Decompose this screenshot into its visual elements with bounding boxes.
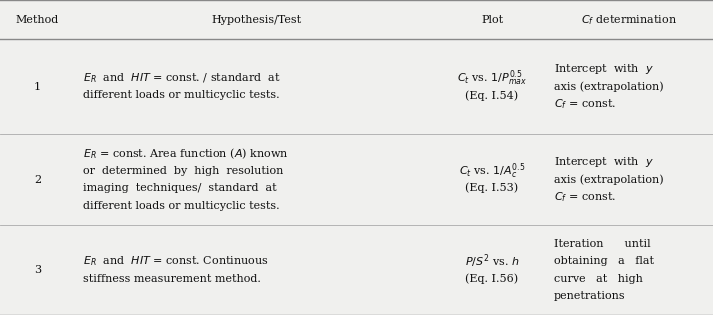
Text: axis (extrapolation): axis (extrapolation) — [554, 174, 664, 185]
Text: $E_R$  and  $\mathit{HIT}$ = const. / standard  at: $E_R$ and $\mathit{HIT}$ = const. / stan… — [83, 71, 281, 85]
Text: $C_f$ = const.: $C_f$ = const. — [554, 190, 616, 204]
Text: Intercept  with  $y$: Intercept with $y$ — [554, 155, 654, 169]
Text: Plot: Plot — [481, 15, 503, 25]
Text: $C_t$ vs. $1/P_{max}^{0.5}$: $C_t$ vs. $1/P_{max}^{0.5}$ — [457, 68, 527, 88]
Text: imaging  techniques/  standard  at: imaging techniques/ standard at — [83, 183, 277, 193]
Text: $E_R$ = const. Area function ($A$) known: $E_R$ = const. Area function ($A$) known — [83, 146, 289, 161]
Text: different loads or multicyclic tests.: different loads or multicyclic tests. — [83, 90, 280, 100]
Text: 3: 3 — [34, 265, 41, 275]
Text: Method: Method — [16, 15, 59, 25]
Text: different loads or multicyclic tests.: different loads or multicyclic tests. — [83, 201, 280, 210]
Text: $C_t$ vs. $1/A_c^{0.5}$: $C_t$ vs. $1/A_c^{0.5}$ — [458, 161, 525, 181]
Text: or  determined  by  high  resolution: or determined by high resolution — [83, 166, 284, 176]
Text: axis (extrapolation): axis (extrapolation) — [554, 81, 664, 92]
Text: (Eq. I.56): (Eq. I.56) — [466, 273, 518, 284]
Text: $C_f$ determination: $C_f$ determination — [581, 13, 677, 26]
Text: curve   at   high: curve at high — [554, 274, 643, 284]
Text: Hypothesis/Test: Hypothesis/Test — [212, 15, 302, 25]
Text: (Eq. I.54): (Eq. I.54) — [466, 90, 518, 100]
Text: (Eq. I.53): (Eq. I.53) — [466, 183, 518, 193]
Text: Iteration      until: Iteration until — [554, 239, 651, 249]
Text: $C_f$ = const.: $C_f$ = const. — [554, 97, 616, 111]
Text: obtaining   a   flat: obtaining a flat — [554, 256, 654, 266]
Text: $P/S^2$ vs. $h$: $P/S^2$ vs. $h$ — [465, 253, 519, 270]
Text: $E_R$  and  $\mathit{HIT}$ = const. Continuous: $E_R$ and $\mathit{HIT}$ = const. Contin… — [83, 255, 269, 268]
Text: penetrations: penetrations — [554, 291, 625, 301]
Text: stiffness measurement method.: stiffness measurement method. — [83, 274, 261, 284]
Text: Intercept  with  $y$: Intercept with $y$ — [554, 62, 654, 76]
Text: 2: 2 — [34, 175, 41, 185]
Text: 1: 1 — [34, 82, 41, 92]
